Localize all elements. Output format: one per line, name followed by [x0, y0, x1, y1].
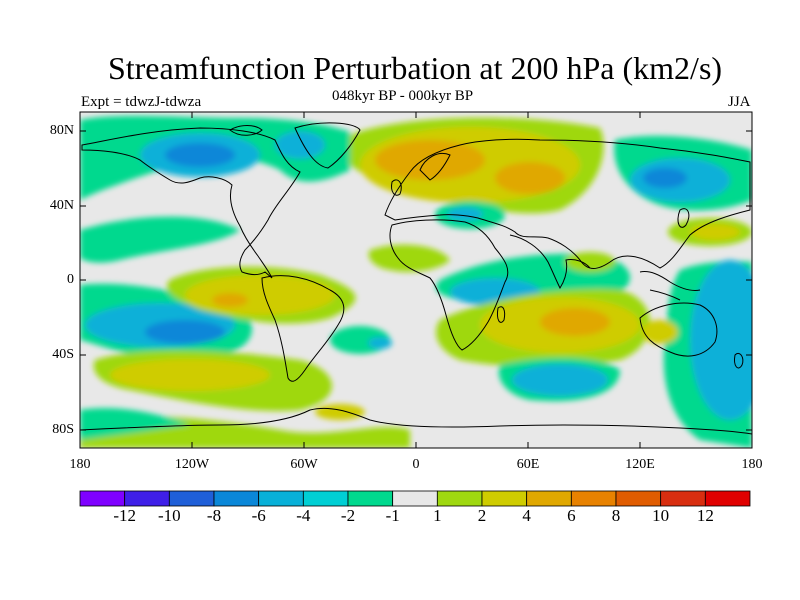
region-s-pacific-core	[145, 320, 225, 344]
coast-indonesia-2	[649, 289, 681, 301]
region-canada-core	[165, 143, 235, 167]
colorbar-swatch-5	[302, 490, 349, 507]
coastlines	[80, 122, 752, 435]
experiment-label: Expt = tdwzJ-tdwza	[81, 94, 202, 110]
coast-japan	[677, 208, 690, 228]
lon-label-120w: 120W	[174, 457, 210, 472]
colorbar-swatch-11	[570, 490, 617, 507]
region-greenland-blue	[275, 131, 325, 159]
coast-south-america	[261, 275, 345, 382]
lon-label-0: 0	[412, 457, 420, 472]
colorbar-swatch-4	[258, 490, 304, 507]
colorbar-swatch-0	[79, 490, 126, 507]
region-india-green	[565, 252, 615, 272]
region-nw-pacific-yellow	[690, 224, 740, 240]
colorbar-label: -12	[113, 506, 136, 525]
colorbar-label: 12	[696, 506, 714, 525]
region-central-asia-orange	[495, 162, 565, 194]
lat-label-40s: 40S	[52, 347, 74, 362]
region-s-atlantic-blue	[368, 337, 392, 349]
lat-label-0: 0	[67, 272, 74, 287]
coast-britain	[391, 179, 402, 196]
region-southern-pacific-yellow	[110, 359, 270, 391]
region-east-asia-core	[643, 168, 687, 188]
region-australia-yellow	[642, 320, 678, 344]
colorbar-label: -6	[251, 506, 266, 525]
region-n-pacific-green	[80, 216, 240, 263]
colorbar-label: 10	[652, 506, 670, 525]
colorbar-swatch-1	[124, 490, 170, 507]
coast-scandinavia	[419, 153, 451, 181]
region-mediterranean-blue	[447, 207, 483, 221]
lon-label-60w: 60W	[290, 457, 318, 472]
colorbar-swatch-7	[392, 490, 438, 507]
contour-fill	[80, 115, 752, 448]
colorbar-swatch-3	[213, 490, 260, 507]
coast-greenland	[294, 122, 361, 169]
colorbar-swatch-12	[615, 490, 662, 507]
coast-madagascar	[497, 306, 506, 323]
colorbar-swatch-10	[526, 490, 572, 507]
colorbar-swatch-8	[436, 490, 483, 507]
region-tropical-atlantic-green	[368, 244, 450, 272]
coast-arctic-islands	[229, 125, 263, 136]
colorbar-label: 6	[567, 506, 576, 525]
colorbar-label: 8	[611, 506, 621, 525]
coast-eurasia	[384, 138, 751, 269]
coast-australia	[639, 302, 718, 357]
lat-label-40n: 40N	[49, 198, 74, 213]
lon-label-120e: 120E	[625, 457, 655, 472]
coast-north-america	[81, 127, 301, 279]
colorbar-swatch-6	[347, 490, 394, 507]
colorbar-swatch-9	[481, 490, 528, 507]
season-label: JJA	[728, 94, 751, 110]
colorbar-label: 2	[477, 506, 487, 525]
colorbar-label: -2	[340, 506, 356, 525]
region-antarctic-yellow	[315, 404, 365, 420]
colorbar-label: 4	[522, 506, 531, 525]
coast-africa	[389, 219, 509, 351]
coast-south-asia	[509, 234, 591, 290]
plot-title: Streamfunction Perturbation at 200 hPa (…	[107, 50, 723, 86]
plot-subtitle: 048kyr BP - 000kyr BP	[332, 88, 474, 104]
region-sw-pacific-blue	[690, 260, 752, 420]
lon-label-180e: 180	[741, 457, 763, 472]
lon-ticks	[79, 112, 753, 448]
region-eurasia-orange	[375, 140, 485, 180]
colorbar-label: -4	[296, 506, 311, 525]
region-antarctic-green-west	[80, 408, 190, 440]
colorbar-swatch-14	[704, 490, 751, 507]
colorbar-swatch-13	[660, 490, 706, 507]
region-s-indian-orange	[540, 308, 610, 336]
colorbar	[79, 490, 751, 507]
colorbar-label: -10	[157, 506, 181, 525]
lon-label-180w: 180	[69, 457, 91, 472]
colorbar-label: -8	[206, 506, 222, 525]
lat-label-80n: 80N	[49, 123, 74, 138]
region-east-pacific-yellow	[185, 275, 335, 315]
colorbar-label: -1	[385, 506, 400, 525]
lat-ticks	[80, 130, 752, 431]
lat-label-80s: 80S	[52, 422, 74, 437]
colorbar-swatch-2	[168, 490, 215, 507]
lon-label-60e: 60E	[516, 457, 540, 472]
colorbar-label: 1	[433, 506, 442, 525]
coast-new-zealand	[734, 352, 744, 369]
region-east-pacific-orange	[212, 293, 248, 307]
region-southern-indian-blue	[512, 364, 608, 396]
coast-indonesia	[639, 271, 701, 291]
coast-antarctica	[80, 407, 752, 435]
